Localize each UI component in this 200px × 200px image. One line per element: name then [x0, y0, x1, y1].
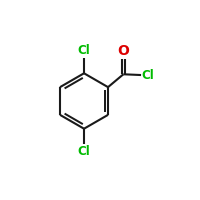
Text: Cl: Cl — [142, 69, 155, 82]
Text: Cl: Cl — [78, 145, 90, 158]
Text: Cl: Cl — [78, 44, 90, 57]
Text: O: O — [117, 44, 129, 58]
